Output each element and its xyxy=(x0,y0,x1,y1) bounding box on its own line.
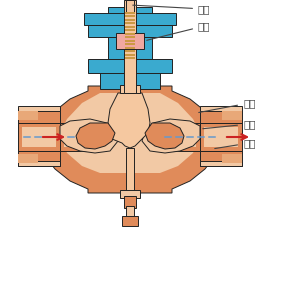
Bar xyxy=(18,161,60,166)
Bar xyxy=(125,29,135,31)
Bar xyxy=(100,73,160,89)
Bar xyxy=(116,33,144,49)
Bar xyxy=(200,108,242,123)
Bar xyxy=(18,108,60,123)
Bar xyxy=(200,106,242,111)
Bar xyxy=(200,161,242,166)
Polygon shape xyxy=(60,93,200,173)
Bar xyxy=(125,40,135,42)
Bar xyxy=(60,123,100,151)
Bar xyxy=(124,0,136,93)
Bar xyxy=(125,50,135,52)
Bar xyxy=(125,33,135,35)
Bar xyxy=(125,36,135,38)
Bar xyxy=(18,151,60,166)
Bar xyxy=(125,19,135,21)
Bar xyxy=(160,123,200,151)
Bar xyxy=(200,151,242,166)
Text: 阀芯: 阀芯 xyxy=(199,98,256,112)
Bar xyxy=(125,57,135,59)
Bar xyxy=(125,53,135,56)
Bar xyxy=(125,12,135,13)
Bar xyxy=(22,127,56,147)
Bar xyxy=(200,123,242,151)
Bar xyxy=(18,154,38,163)
Bar xyxy=(88,59,172,73)
Bar xyxy=(125,43,135,45)
Bar xyxy=(122,216,138,226)
Bar xyxy=(84,13,176,25)
Bar xyxy=(18,123,60,151)
Text: 阀座: 阀座 xyxy=(203,119,256,129)
Bar xyxy=(126,0,134,13)
Polygon shape xyxy=(108,93,150,148)
Bar xyxy=(126,148,134,193)
Text: 阀体: 阀体 xyxy=(215,138,256,149)
Polygon shape xyxy=(142,119,200,153)
Bar xyxy=(125,22,135,24)
Polygon shape xyxy=(76,123,115,149)
Bar xyxy=(18,111,38,120)
Bar xyxy=(125,15,135,17)
Polygon shape xyxy=(145,123,184,149)
Text: 阀杆: 阀杆 xyxy=(133,4,210,14)
Bar xyxy=(120,190,140,198)
Bar xyxy=(222,111,242,120)
Bar xyxy=(204,127,238,147)
Bar xyxy=(108,7,152,25)
Bar xyxy=(124,196,136,208)
Bar xyxy=(164,127,196,147)
Bar xyxy=(64,127,96,147)
Bar xyxy=(88,25,172,37)
Bar xyxy=(125,46,135,49)
Polygon shape xyxy=(40,86,220,193)
Bar xyxy=(222,154,242,163)
Bar xyxy=(125,26,135,28)
Text: 填料: 填料 xyxy=(147,21,210,40)
Polygon shape xyxy=(60,119,118,153)
Bar xyxy=(18,106,60,111)
Bar xyxy=(126,206,134,218)
Bar xyxy=(120,85,140,93)
Bar xyxy=(108,37,152,59)
